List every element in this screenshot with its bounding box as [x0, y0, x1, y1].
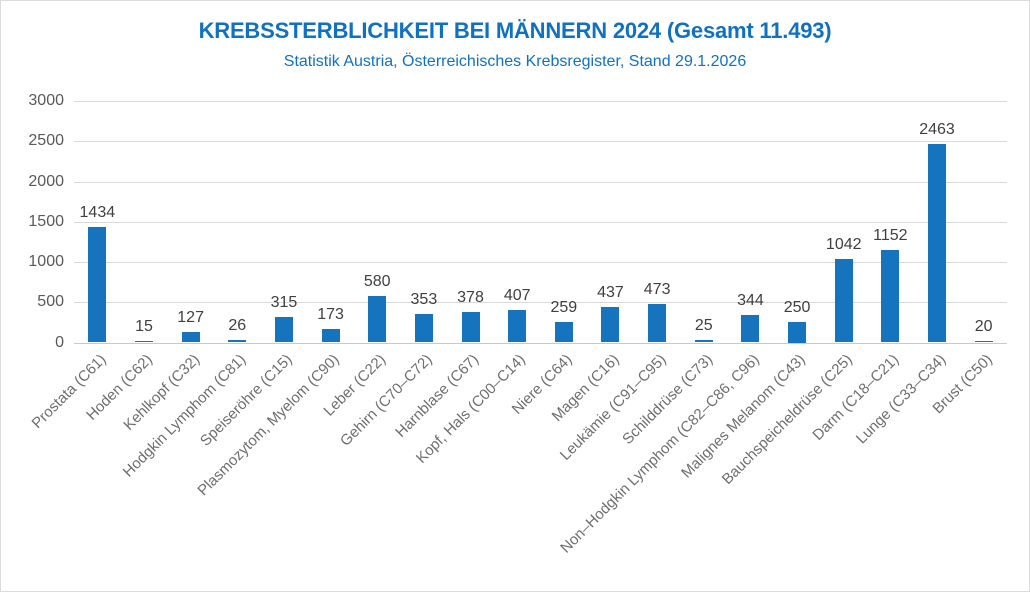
chart-title: KREBSSTERBLICHKEIT BEI MÄNNERN 2024 (Ges… — [198, 18, 832, 43]
bar — [274, 317, 293, 343]
bar-value-label: 1042 — [825, 235, 862, 253]
y-axis-tick-label: 3000 — [28, 92, 64, 109]
bar-value-label: 259 — [550, 298, 578, 316]
bar — [181, 332, 200, 343]
bar-value-label: 473 — [643, 281, 671, 299]
bar-value-label: 127 — [177, 309, 204, 327]
y-axis-tick-label: 1500 — [28, 212, 64, 230]
bar — [834, 258, 853, 343]
gridline — [74, 302, 1007, 304]
bar — [554, 321, 573, 343]
bar-value-label: 315 — [270, 294, 298, 312]
bar-value-label: 378 — [457, 289, 484, 307]
bar — [321, 328, 340, 343]
bar-value-label: 437 — [597, 284, 624, 302]
bar-value-label: 26 — [228, 317, 247, 335]
y-axis-tick-label: 2500 — [28, 132, 64, 150]
y-axis-tick-label: 0 — [55, 333, 64, 351]
gridline — [74, 181, 1007, 183]
category-label-text: Darm (C18–C21) — [809, 351, 903, 444]
bar-value-label: 1152 — [873, 226, 908, 244]
bar-value-label: 20 — [974, 317, 993, 335]
bar-value-label: 344 — [737, 291, 764, 309]
y-axis-tick-label: 2000 — [28, 172, 64, 190]
x-axis-line — [74, 342, 1007, 344]
bar — [414, 314, 433, 343]
bar — [88, 227, 107, 343]
gridline — [74, 262, 1007, 263]
bar — [974, 340, 993, 343]
gridline — [74, 141, 1007, 143]
gridline — [74, 221, 1007, 223]
chart-subtitle: Statistik Austria, Österreichisches Kreb… — [283, 53, 747, 70]
bar — [741, 314, 760, 343]
bar — [694, 340, 713, 343]
bar — [228, 340, 247, 343]
bar-value-label: 15 — [135, 317, 153, 335]
category-label-text: Harnblase (C67) — [392, 351, 483, 441]
bar — [881, 249, 900, 343]
bar — [788, 322, 807, 343]
bar — [368, 295, 387, 343]
bar-value-label: 353 — [410, 291, 438, 309]
bar — [648, 304, 667, 343]
bar-value-label: 1434 — [79, 204, 116, 222]
bar-value-label: 173 — [317, 305, 344, 323]
bar — [928, 144, 947, 343]
y-axis-tick-label: 1000 — [28, 253, 64, 270]
bar — [508, 309, 527, 343]
bar-value-label: 2463 — [919, 121, 955, 139]
y-axis-tick-label: 500 — [37, 293, 64, 311]
bar-value-label: 25 — [694, 317, 713, 335]
bar — [601, 307, 620, 343]
gridline — [74, 101, 1007, 102]
bar-value-label: 250 — [783, 299, 811, 317]
bar-value-label: 580 — [363, 272, 391, 290]
bar — [461, 312, 480, 343]
bar-value-label: 407 — [503, 286, 531, 304]
bar — [134, 340, 153, 343]
